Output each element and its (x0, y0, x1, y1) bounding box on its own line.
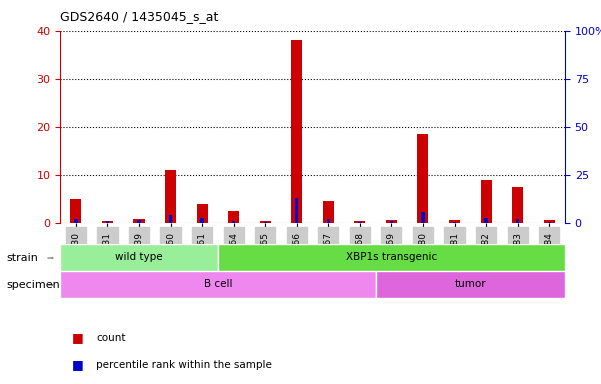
Bar (516, 219, 519, 223)
FancyBboxPatch shape (60, 244, 218, 271)
Text: percentile rank within the sample: percentile rank within the sample (96, 360, 272, 370)
Text: ■: ■ (72, 331, 84, 344)
FancyBboxPatch shape (218, 244, 565, 271)
Bar (484, 218, 488, 223)
Bar (133, 219, 144, 223)
Bar (106, 221, 109, 223)
Bar (74, 219, 78, 223)
Text: strain: strain (6, 253, 38, 263)
Bar (358, 222, 362, 223)
Bar (70, 199, 81, 223)
Text: XBP1s transgenic: XBP1s transgenic (346, 252, 437, 262)
Bar (421, 212, 425, 223)
Bar (197, 204, 207, 223)
Bar (548, 222, 551, 223)
Bar (418, 134, 429, 223)
Bar (481, 180, 492, 223)
Bar (295, 198, 299, 223)
Bar (263, 222, 267, 223)
Bar (449, 220, 460, 223)
Bar (102, 221, 113, 223)
Text: wild type: wild type (115, 252, 163, 262)
Bar (200, 218, 204, 223)
Bar (137, 220, 141, 223)
FancyBboxPatch shape (60, 271, 376, 298)
FancyBboxPatch shape (376, 271, 565, 298)
Bar (169, 215, 172, 223)
Bar (260, 221, 270, 223)
Bar (323, 201, 334, 223)
Text: count: count (96, 333, 126, 343)
Text: tumor: tumor (454, 279, 486, 289)
Bar (232, 221, 236, 223)
Bar (291, 40, 302, 223)
Text: GDS2640 / 1435045_s_at: GDS2640 / 1435045_s_at (60, 10, 219, 23)
Bar (326, 219, 330, 223)
Bar (386, 220, 397, 223)
Bar (228, 211, 239, 223)
Text: specimen: specimen (6, 280, 59, 290)
Bar (355, 221, 365, 223)
Bar (544, 220, 555, 223)
Bar (512, 187, 523, 223)
Bar (453, 222, 456, 223)
Text: B cell: B cell (204, 279, 232, 289)
Bar (389, 221, 393, 223)
Bar (165, 170, 176, 223)
Text: ■: ■ (72, 358, 84, 371)
